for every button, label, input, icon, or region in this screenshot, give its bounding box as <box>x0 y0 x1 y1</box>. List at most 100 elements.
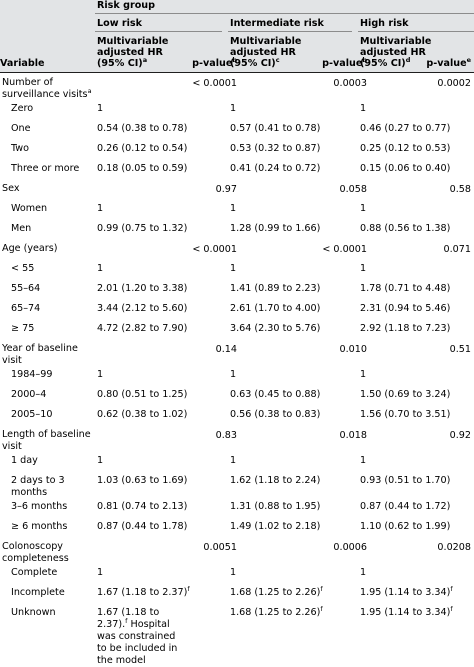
hr-cell: 1 <box>360 455 367 466</box>
hr-cell: 0.93 (0.51 to 1.70) <box>360 475 451 486</box>
hr-cell: 1.03 (0.63 to 1.69) <box>97 475 188 486</box>
group-rule <box>358 31 474 32</box>
hr-cell: 1.67 (1.18 to 2.37)f <box>97 584 190 598</box>
hr-cell: 1 <box>360 103 367 114</box>
hr-cell: 0.54 (0.38 to 0.78) <box>97 123 188 134</box>
section-label: Sex <box>2 183 20 194</box>
footnote-marker: f <box>320 584 323 593</box>
hr-header-line: adjusted HR <box>360 47 426 58</box>
hr-header-line: (95% CI)d <box>360 55 411 69</box>
hr-cell: 1 <box>230 103 237 114</box>
hr-cell: 0.53 (0.32 to 0.87) <box>230 143 321 154</box>
hr-header-line: Multivariable <box>230 36 302 47</box>
hr-cell: 1 <box>97 567 104 578</box>
hr-cell: 1.95 (1.14 to 3.34)f <box>360 604 453 618</box>
group-rule <box>228 31 352 32</box>
p-value-cell: 0.0051 <box>203 542 237 553</box>
group-rule <box>95 31 222 32</box>
hr-cell: 1.78 (0.71 to 4.48) <box>360 283 451 294</box>
footnote-marker: d <box>405 55 411 64</box>
level-label: 55–64 <box>11 283 41 294</box>
header-bottom-rule <box>0 72 474 73</box>
hr-cell: 1.31 (0.88 to 1.95) <box>230 501 321 512</box>
hr-cell: 0.63 (0.45 to 0.88) <box>230 389 321 400</box>
hr-cell: 0.57 (0.41 to 0.78) <box>230 123 321 134</box>
section-label: Age (years) <box>2 243 58 254</box>
hr-header-line: (95% CI)a <box>97 55 148 69</box>
level-label: 1 day <box>11 455 38 466</box>
hr-cell: 1.50 (0.69 to 3.24) <box>360 389 451 400</box>
hr-cell: 0.99 (0.75 to 1.32) <box>97 223 188 234</box>
footnote-marker: b <box>362 55 367 64</box>
level-label: 2000–4 <box>11 389 47 400</box>
hr-cell: 0.80 (0.51 to 1.25) <box>97 389 188 400</box>
hr-cell: 1 <box>230 369 237 380</box>
level-label: Unknown <box>11 607 56 618</box>
footnote-marker: f <box>125 616 128 625</box>
hr-cell: 1 <box>360 567 367 578</box>
group-header-2: Intermediate risk <box>230 18 324 29</box>
section-label: Number of surveillance visitsa <box>2 77 92 100</box>
hr-cell: 1 <box>97 455 104 466</box>
p-value-cell: 0.51 <box>449 344 471 355</box>
hr-cell: 0.18 (0.05 to 0.59) <box>97 163 188 174</box>
footnote-marker: f <box>187 584 190 593</box>
hr-cell: 1.95 (1.14 to 3.34)f <box>360 584 453 598</box>
level-label: 2 days to 3 months <box>11 475 65 498</box>
p-value-cell: 0.071 <box>443 244 471 255</box>
p-value-cell: 0.058 <box>339 184 367 195</box>
hr-cell: 1 <box>360 263 367 274</box>
risk-group-header: Risk group <box>97 0 155 11</box>
p-value-cell: < 0.0001 <box>322 244 367 255</box>
hr-cell: 4.72 (2.82 to 7.90) <box>97 323 188 334</box>
pvalue-header: p-valueb <box>322 55 367 69</box>
hr-cell: 1.68 (1.25 to 2.26)f <box>230 604 323 618</box>
level-label: Two <box>11 143 29 154</box>
hr-cell: 0.81 (0.74 to 2.13) <box>97 501 188 512</box>
level-label: Three or more <box>11 163 80 174</box>
p-value-cell: < 0.0001 <box>192 78 237 89</box>
level-label: ≥ 75 <box>11 323 35 334</box>
level-label: One <box>11 123 31 134</box>
variable-header: Variable <box>0 58 45 69</box>
p-value-cell: < 0.0001 <box>192 244 237 255</box>
p-value-cell: 0.83 <box>215 430 237 441</box>
hr-cell: 1.49 (1.02 to 2.18) <box>230 521 321 532</box>
p-value-cell: 0.010 <box>339 344 367 355</box>
p-value-cell: 0.92 <box>449 430 471 441</box>
p-value-cell: 0.0006 <box>333 542 367 553</box>
hr-cell: 0.25 (0.12 to 0.53) <box>360 143 451 154</box>
hr-cell: 1.68 (1.25 to 2.26)f <box>230 584 323 598</box>
level-label: 65–74 <box>11 303 41 314</box>
hr-cell: 1 <box>230 567 237 578</box>
p-value-cell: 0.0003 <box>333 78 367 89</box>
level-label: < 55 <box>11 263 35 274</box>
footnote-marker: f <box>320 604 323 613</box>
hr-cell: 1 <box>230 263 237 274</box>
hr-cell: 1.56 (0.70 to 3.51) <box>360 409 451 420</box>
hr-cell: 0.46 (0.27 to 0.77) <box>360 123 451 134</box>
hr-cell: 2.01 (1.20 to 3.38) <box>97 283 188 294</box>
hr-cell: 0.26 (0.12 to 0.54) <box>97 143 188 154</box>
footnote-marker: e <box>466 55 471 64</box>
hr-cell: 0.41 (0.24 to 0.72) <box>230 163 321 174</box>
hr-cell: 2.92 (1.18 to 7.23) <box>360 323 451 334</box>
section-label: Colonoscopy completeness <box>2 541 69 564</box>
hr-header-line: (95% CI)c <box>230 55 280 69</box>
hr-cell: 1.10 (0.62 to 1.99) <box>360 521 451 532</box>
hr-cell: 0.62 (0.38 to 1.02) <box>97 409 188 420</box>
level-label: Complete <box>11 567 58 578</box>
table-header-band <box>0 0 474 72</box>
footnote-marker: a <box>142 55 148 64</box>
hr-cell: 2.61 (1.70 to 4.00) <box>230 303 321 314</box>
footnote-marker: b <box>232 55 237 64</box>
footnote-marker: c <box>275 55 280 64</box>
level-label: 3–6 months <box>11 501 68 512</box>
hr-cell: 1.67 (1.18 to 2.37).f Hospital was const… <box>97 607 178 666</box>
level-label: Women <box>11 203 48 214</box>
level-label: Zero <box>11 103 34 114</box>
p-value-cell: 0.58 <box>449 184 471 195</box>
hr-cell: 1.62 (1.18 to 2.24) <box>230 475 321 486</box>
hr-cell: 1.28 (0.99 to 1.66) <box>230 223 321 234</box>
hr-cell: 3.44 (2.12 to 5.60) <box>97 303 188 314</box>
